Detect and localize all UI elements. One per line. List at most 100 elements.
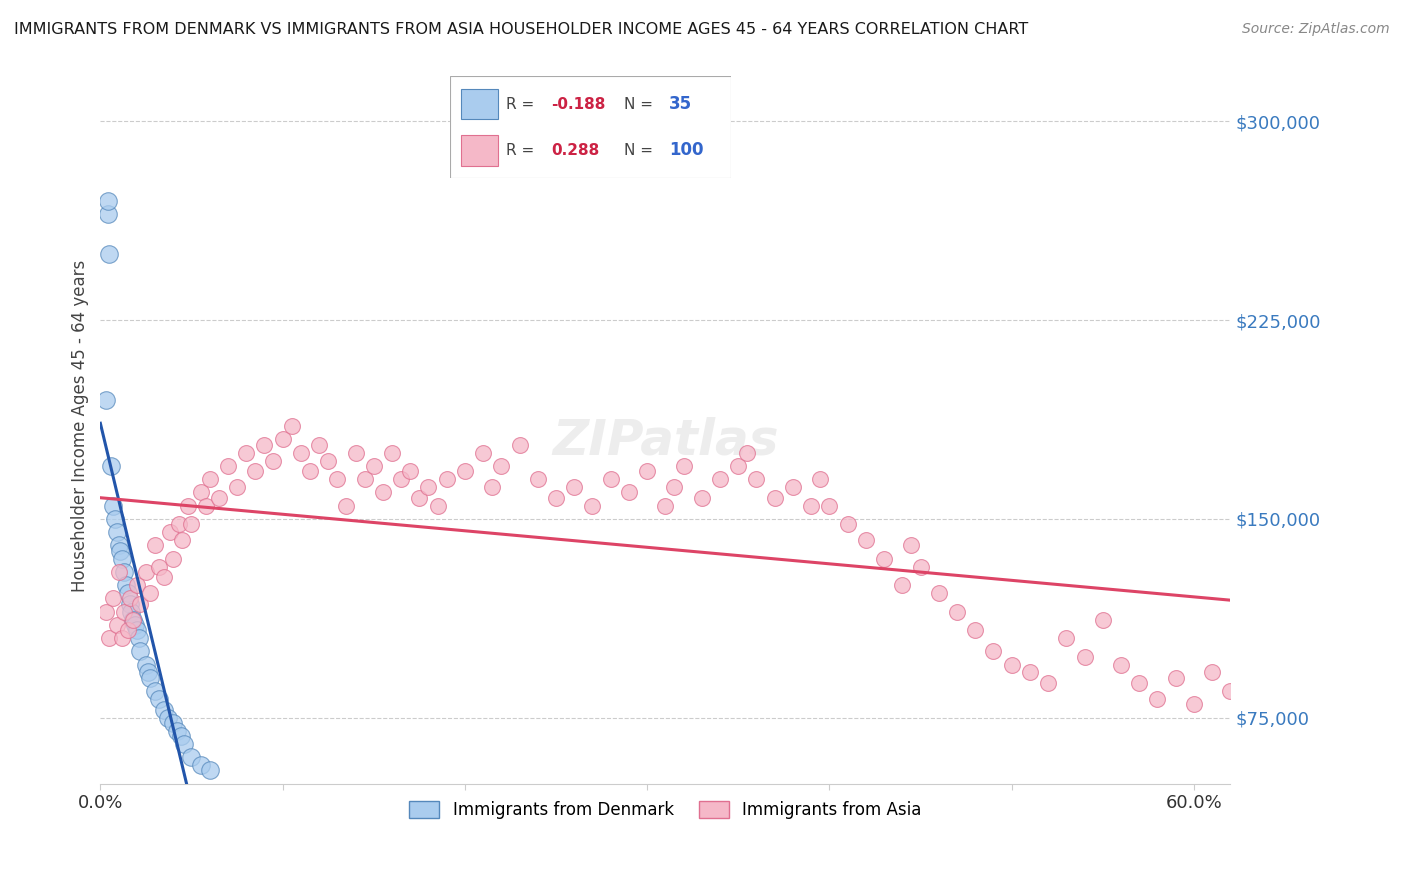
Text: -0.188: -0.188: [551, 96, 606, 112]
Text: 35: 35: [669, 95, 692, 113]
Point: [837, 517, 859, 532]
Point: [143, 538, 166, 552]
Point: [129, 597, 152, 611]
Point: [253, 438, 276, 452]
Point: [426, 499, 449, 513]
Point: [271, 433, 294, 447]
Point: [118, 597, 141, 611]
Text: ZIPatlas: ZIPatlas: [553, 417, 779, 465]
Text: 100: 100: [669, 141, 704, 159]
Point: [745, 472, 768, 486]
Point: [198, 472, 221, 486]
Point: [290, 445, 312, 459]
FancyBboxPatch shape: [461, 135, 498, 166]
Point: [263, 453, 285, 467]
Point: [111, 631, 134, 645]
Point: [491, 458, 513, 473]
Text: N =: N =: [624, 96, 654, 112]
Point: [308, 438, 330, 452]
Point: [326, 472, 349, 486]
Point: [727, 458, 749, 473]
Point: [818, 499, 841, 513]
Point: [900, 538, 922, 552]
Point: [454, 464, 477, 478]
Point: [481, 480, 503, 494]
Point: [173, 737, 195, 751]
Point: [298, 464, 321, 478]
Point: [128, 631, 150, 645]
Point: [195, 499, 218, 513]
Point: [235, 445, 257, 459]
Point: [117, 586, 139, 600]
Point: [97, 194, 120, 208]
Point: [1073, 649, 1095, 664]
Point: [873, 551, 896, 566]
Point: [166, 723, 188, 738]
Text: R =: R =: [506, 143, 534, 158]
Text: 0.288: 0.288: [551, 143, 599, 158]
Point: [1146, 692, 1168, 706]
Point: [169, 729, 191, 743]
Point: [316, 453, 339, 467]
Point: [562, 480, 585, 494]
Point: [855, 533, 877, 547]
Point: [148, 559, 170, 574]
Point: [159, 525, 181, 540]
Point: [98, 247, 121, 261]
Point: [737, 445, 759, 459]
Point: [472, 445, 495, 459]
Point: [910, 559, 932, 574]
Point: [105, 525, 128, 540]
Point: [111, 551, 134, 566]
Point: [381, 445, 404, 459]
Point: [599, 472, 621, 486]
Point: [1036, 676, 1059, 690]
Point: [177, 499, 200, 513]
Point: [1001, 657, 1024, 672]
Point: [190, 758, 212, 772]
Point: [208, 491, 231, 505]
Point: [636, 464, 658, 478]
Point: [709, 472, 731, 486]
Point: [101, 499, 124, 513]
Point: [1201, 665, 1223, 680]
Text: Source: ZipAtlas.com: Source: ZipAtlas.com: [1241, 22, 1389, 37]
Point: [180, 750, 202, 764]
Point: [101, 591, 124, 606]
Point: [97, 207, 120, 221]
Point: [104, 512, 127, 526]
Point: [1091, 613, 1114, 627]
Y-axis label: Householder Income Ages 45 - 64 years: Householder Income Ages 45 - 64 years: [72, 260, 89, 592]
Point: [98, 631, 121, 645]
Point: [782, 480, 804, 494]
Point: [617, 485, 640, 500]
Point: [544, 491, 567, 505]
Point: [156, 710, 179, 724]
Point: [654, 499, 676, 513]
Point: [105, 617, 128, 632]
Point: [389, 472, 412, 486]
Point: [245, 464, 267, 478]
Point: [162, 715, 184, 730]
Point: [143, 684, 166, 698]
Point: [672, 458, 695, 473]
Point: [122, 613, 145, 627]
Point: [1219, 684, 1241, 698]
Point: [107, 538, 129, 552]
Point: [115, 578, 138, 592]
Point: [808, 472, 831, 486]
Point: [664, 480, 686, 494]
Point: [399, 464, 422, 478]
Point: [129, 644, 152, 658]
FancyBboxPatch shape: [450, 76, 731, 178]
Point: [363, 458, 385, 473]
Point: [1182, 698, 1205, 712]
Point: [112, 565, 135, 579]
Text: N =: N =: [624, 143, 654, 158]
Point: [983, 644, 1005, 658]
Point: [117, 623, 139, 637]
Point: [118, 591, 141, 606]
Point: [509, 438, 531, 452]
Point: [120, 605, 142, 619]
Point: [112, 605, 135, 619]
